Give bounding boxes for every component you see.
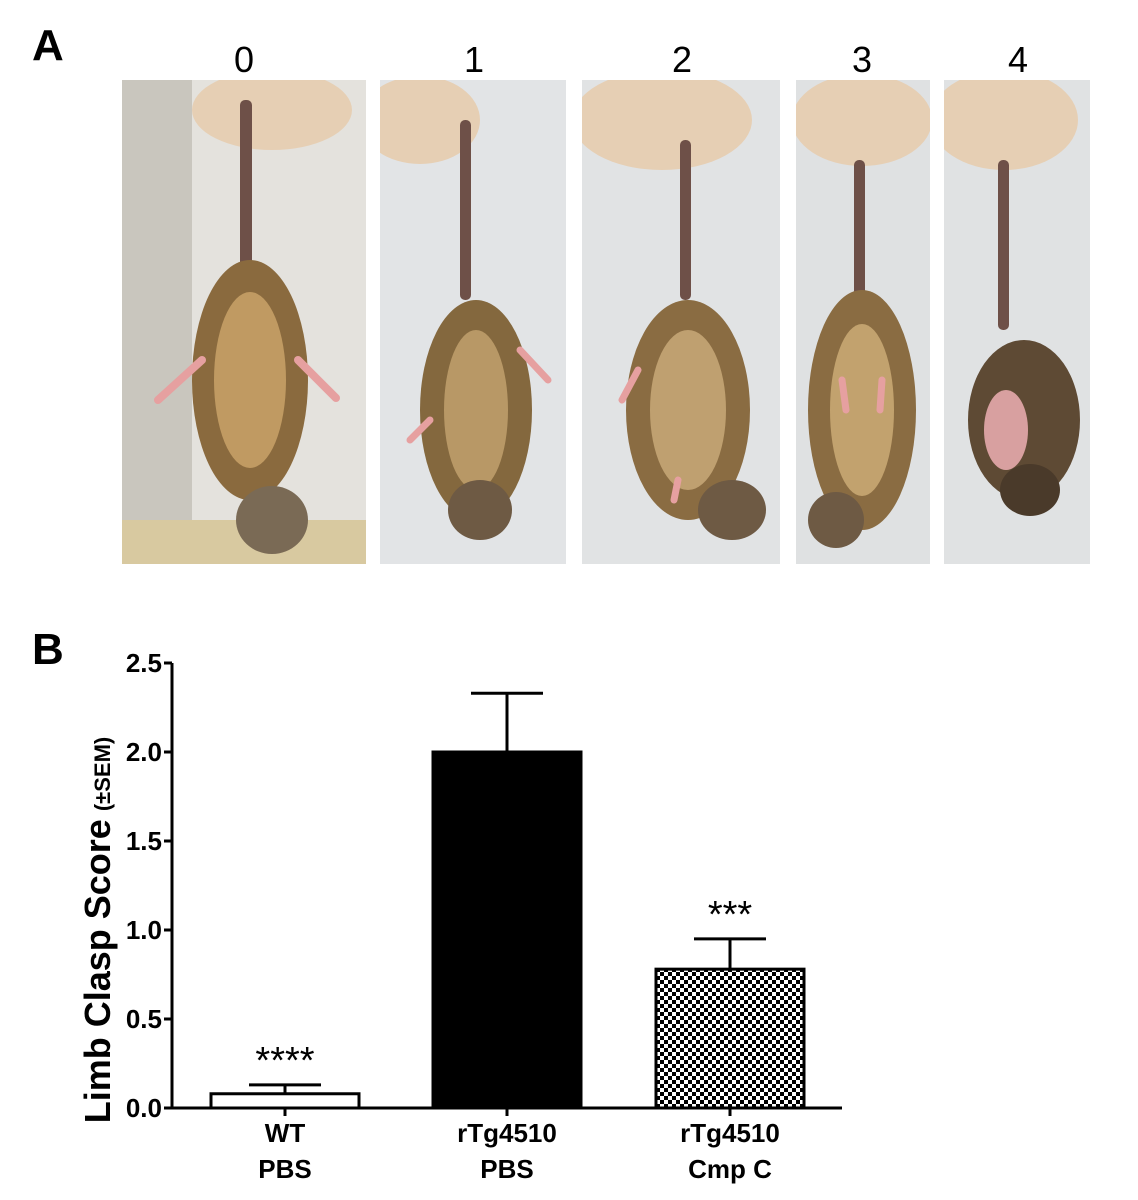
x-tick-label-0-line2: PBS xyxy=(258,1154,311,1184)
x-tick-label-2-line2: Cmp C xyxy=(688,1154,772,1184)
score-label-3: 3 xyxy=(851,39,873,80)
score-label-2: 2 xyxy=(671,39,693,80)
mouse-photo-score-0 xyxy=(122,80,366,564)
x-tick-label-0-line1: WT xyxy=(265,1118,306,1148)
mouse-photo-score-4 xyxy=(944,80,1090,564)
panel-b-label: B xyxy=(32,625,64,674)
x-tick-label-2-line1: rTg4510 xyxy=(680,1118,780,1148)
x-tick-label-1-line1: rTg4510 xyxy=(457,1118,557,1148)
y-tick-label-3: 1.5 xyxy=(126,826,162,856)
x-tick-label-1-line2: PBS xyxy=(480,1154,533,1184)
y-tick-label-2: 1.0 xyxy=(126,915,162,945)
mouse-photo-score-3 xyxy=(796,80,930,564)
y-axis-title-main: Limb Clasp Score xyxy=(77,819,118,1123)
mouse-photo-score-1 xyxy=(380,80,566,564)
y-axis-title-sub: (±SEM) xyxy=(90,737,115,811)
svg-text:Limb Clasp Score(±SEM): Limb Clasp Score (±SEM) xyxy=(77,737,118,1124)
score-label-4: 4 xyxy=(1007,39,1029,80)
bar-2 xyxy=(654,967,806,1110)
y-tick-label-5: 2.5 xyxy=(126,648,162,678)
significance-marker-0: **** xyxy=(255,1040,314,1082)
bar-1 xyxy=(431,750,583,1110)
limb-clasp-bar-chart: Limb Clasp Score (±SEM) 0.0 0.5 1.0 1.5 2.0 2.… xyxy=(77,648,842,1184)
bar-0 xyxy=(209,1092,361,1110)
y-tick-label-1: 0.5 xyxy=(126,1004,162,1034)
panel-a-label: A xyxy=(32,21,64,70)
score-label-1: 1 xyxy=(463,39,485,80)
mouse-photo-score-2 xyxy=(582,80,780,564)
y-tick-label-0: 0.0 xyxy=(126,1093,162,1123)
y-axis-title: Limb Clasp Score (±SEM) xyxy=(77,737,118,1124)
score-label-0: 0 xyxy=(233,39,255,80)
y-tick-label-4: 2.0 xyxy=(126,737,162,767)
significance-marker-2: *** xyxy=(708,894,753,936)
